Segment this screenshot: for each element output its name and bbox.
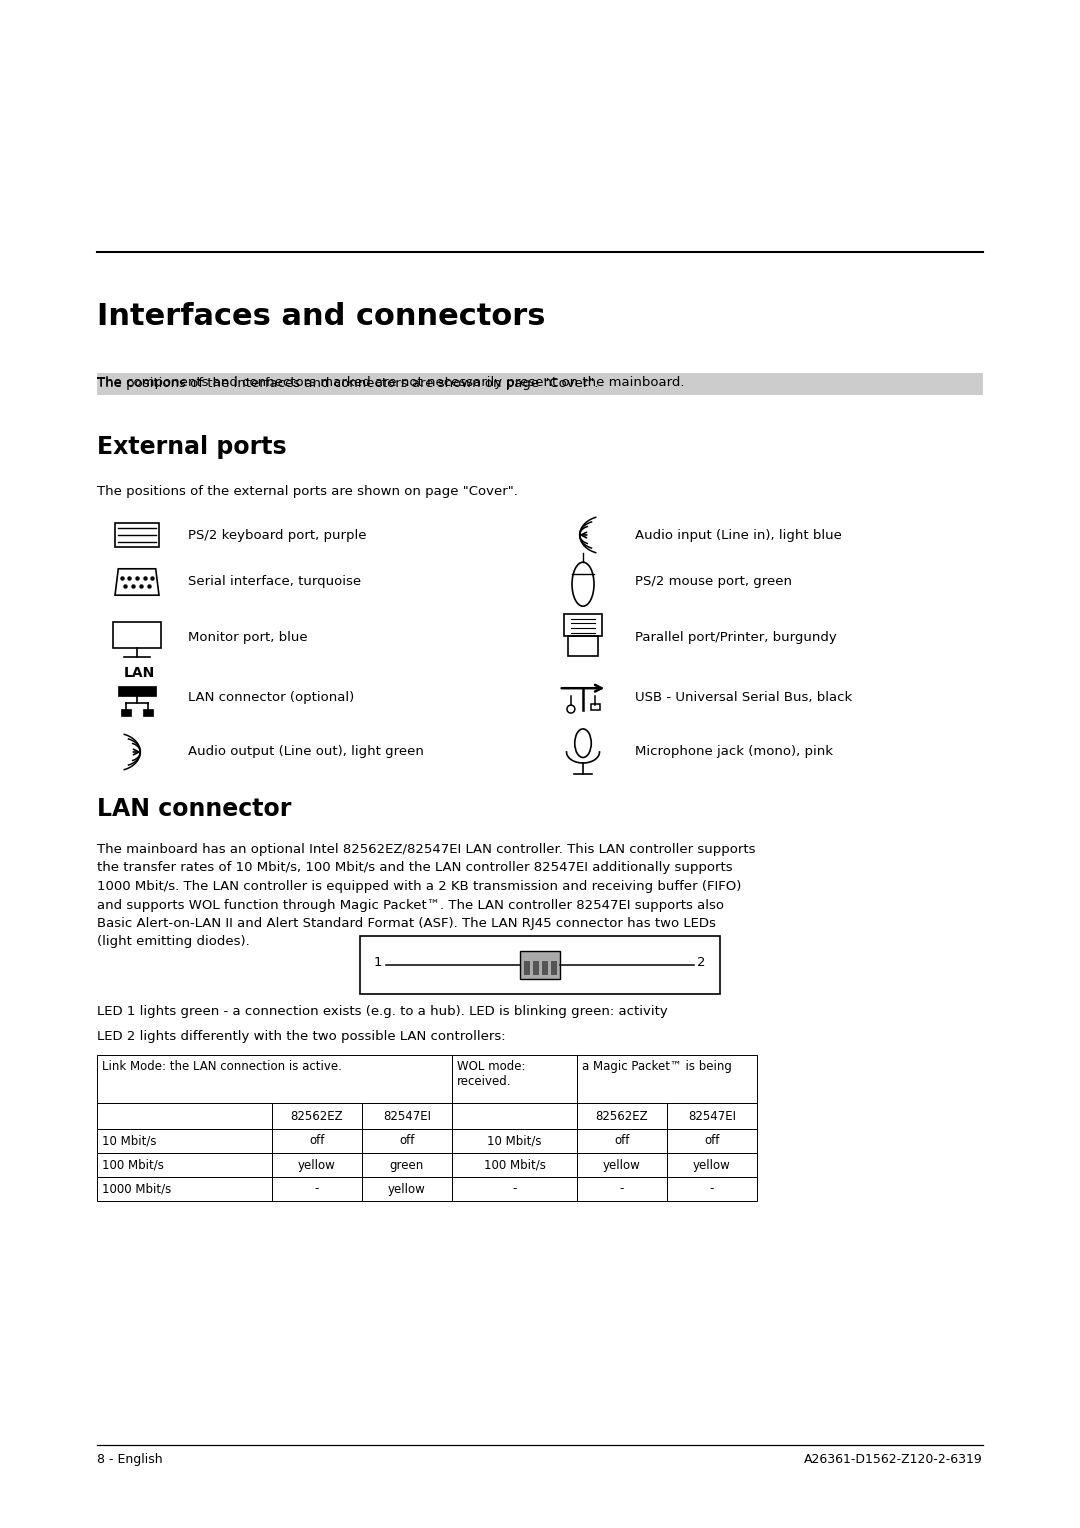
Bar bbox=[542, 961, 548, 975]
Bar bbox=[360, 937, 720, 995]
Text: Parallel port/Printer, burgundy: Parallel port/Printer, burgundy bbox=[635, 631, 837, 643]
Text: -: - bbox=[620, 1183, 624, 1195]
Bar bbox=[577, 1103, 667, 1129]
Bar bbox=[272, 1154, 362, 1177]
Text: the transfer rates of 10 Mbit/s, 100 Mbit/s and the LAN controller 82547EI addit: the transfer rates of 10 Mbit/s, 100 Mbi… bbox=[97, 862, 732, 874]
Bar bbox=[551, 961, 557, 975]
Bar bbox=[97, 1054, 453, 1103]
Text: 1000 Mbit/s: 1000 Mbit/s bbox=[102, 1183, 172, 1195]
Text: 1: 1 bbox=[374, 955, 382, 969]
Text: a Magic Packet™ is being: a Magic Packet™ is being bbox=[582, 1060, 732, 1073]
Bar bbox=[97, 1154, 272, 1177]
Text: PS/2 mouse port, green: PS/2 mouse port, green bbox=[635, 576, 792, 588]
Bar bbox=[97, 373, 983, 396]
Bar bbox=[564, 614, 602, 636]
Text: The mainboard has an optional Intel 82562EZ/82547EI LAN controller. This LAN con: The mainboard has an optional Intel 8256… bbox=[97, 843, 756, 856]
Bar bbox=[119, 686, 156, 695]
Text: Audio input (Line in), light blue: Audio input (Line in), light blue bbox=[635, 529, 842, 541]
Text: off: off bbox=[309, 1134, 325, 1148]
Text: 82547EI: 82547EI bbox=[688, 1109, 735, 1123]
Text: Basic Alert-on-LAN II and Alert Standard Format (ASF). The LAN RJ45 connector ha: Basic Alert-on-LAN II and Alert Standard… bbox=[97, 917, 716, 931]
Bar bbox=[534, 961, 539, 975]
Bar bbox=[114, 523, 159, 547]
Text: -: - bbox=[710, 1183, 714, 1195]
Text: yellow: yellow bbox=[388, 1183, 426, 1195]
Text: Audio output (Line out), light green: Audio output (Line out), light green bbox=[188, 746, 423, 758]
Text: 10 Mbit/s: 10 Mbit/s bbox=[487, 1134, 542, 1148]
Text: 2: 2 bbox=[698, 955, 706, 969]
Bar bbox=[362, 1103, 453, 1129]
Text: 82547EI: 82547EI bbox=[383, 1109, 431, 1123]
Text: LAN connector (optional): LAN connector (optional) bbox=[188, 691, 354, 703]
Text: LED 1 lights green - a connection exists (e.g. to a hub). LED is blinking green:: LED 1 lights green - a connection exists… bbox=[97, 1005, 667, 1018]
Text: LED 2 lights differently with the two possible LAN controllers:: LED 2 lights differently with the two po… bbox=[97, 1030, 505, 1044]
Bar bbox=[272, 1129, 362, 1154]
Bar bbox=[453, 1154, 577, 1177]
Bar bbox=[577, 1177, 667, 1201]
Bar bbox=[577, 1129, 667, 1154]
Text: 10 Mbit/s: 10 Mbit/s bbox=[102, 1134, 157, 1148]
Text: -: - bbox=[314, 1183, 320, 1195]
Bar bbox=[453, 1177, 577, 1201]
Text: The positions of the interfaces and connectors are shown on page "Cover".: The positions of the interfaces and conn… bbox=[97, 377, 598, 390]
Text: off: off bbox=[400, 1134, 415, 1148]
Text: green: green bbox=[390, 1158, 424, 1172]
Text: yellow: yellow bbox=[603, 1158, 640, 1172]
Bar bbox=[453, 1129, 577, 1154]
Text: yellow: yellow bbox=[298, 1158, 336, 1172]
Text: 100 Mbit/s: 100 Mbit/s bbox=[102, 1158, 164, 1172]
Text: External ports: External ports bbox=[97, 435, 286, 458]
Bar bbox=[112, 622, 161, 648]
Bar bbox=[272, 1103, 362, 1129]
Bar bbox=[97, 1103, 272, 1129]
Text: A26361-D1562-Z120-2-6319: A26361-D1562-Z120-2-6319 bbox=[805, 1453, 983, 1465]
Bar bbox=[97, 1177, 272, 1201]
Text: off: off bbox=[615, 1134, 630, 1148]
Text: yellow: yellow bbox=[693, 1158, 731, 1172]
Bar bbox=[362, 1129, 453, 1154]
Text: 8 - English: 8 - English bbox=[97, 1453, 163, 1465]
Bar bbox=[121, 709, 131, 715]
Text: LAN connector: LAN connector bbox=[97, 798, 292, 821]
Text: The components and connectors marked are not necessarily present on the mainboar: The components and connectors marked are… bbox=[97, 376, 685, 390]
Text: USB - Universal Serial Bus, black: USB - Universal Serial Bus, black bbox=[635, 691, 852, 703]
Text: off: off bbox=[704, 1134, 719, 1148]
Text: Serial interface, turquoise: Serial interface, turquoise bbox=[188, 576, 361, 588]
Text: 82562EZ: 82562EZ bbox=[291, 1109, 343, 1123]
Bar bbox=[568, 636, 598, 656]
Bar bbox=[97, 1129, 272, 1154]
Text: WOL mode:
received.: WOL mode: received. bbox=[457, 1060, 526, 1088]
Bar bbox=[524, 961, 530, 975]
Bar bbox=[362, 1154, 453, 1177]
Text: PS/2 keyboard port, purple: PS/2 keyboard port, purple bbox=[188, 529, 366, 541]
Bar bbox=[519, 950, 561, 979]
Text: LAN: LAN bbox=[124, 666, 156, 680]
Bar bbox=[577, 1054, 757, 1103]
Text: Microphone jack (mono), pink: Microphone jack (mono), pink bbox=[635, 746, 833, 758]
Text: -: - bbox=[512, 1183, 516, 1195]
Text: 100 Mbit/s: 100 Mbit/s bbox=[484, 1158, 545, 1172]
Bar bbox=[667, 1177, 757, 1201]
Text: Monitor port, blue: Monitor port, blue bbox=[188, 631, 308, 643]
Text: Interfaces and connectors: Interfaces and connectors bbox=[97, 303, 545, 332]
Bar bbox=[667, 1103, 757, 1129]
Text: Link Mode: the LAN connection is active.: Link Mode: the LAN connection is active. bbox=[102, 1060, 342, 1073]
Bar bbox=[591, 704, 599, 711]
Bar bbox=[272, 1177, 362, 1201]
Bar bbox=[577, 1154, 667, 1177]
Bar bbox=[453, 1054, 577, 1103]
Text: and supports WOL function through Magic Packet™. The LAN controller 82547EI supp: and supports WOL function through Magic … bbox=[97, 898, 724, 912]
Bar bbox=[667, 1129, 757, 1154]
Bar bbox=[144, 709, 153, 715]
Bar bbox=[667, 1154, 757, 1177]
Text: 82562EZ: 82562EZ bbox=[596, 1109, 648, 1123]
Bar bbox=[453, 1103, 577, 1129]
Bar bbox=[362, 1177, 453, 1201]
Text: The positions of the external ports are shown on page "Cover".: The positions of the external ports are … bbox=[97, 484, 518, 498]
Text: (light emitting diodes).: (light emitting diodes). bbox=[97, 935, 249, 949]
Text: 1000 Mbit/s. The LAN controller is equipped with a 2 KB transmission and receivi: 1000 Mbit/s. The LAN controller is equip… bbox=[97, 880, 741, 892]
